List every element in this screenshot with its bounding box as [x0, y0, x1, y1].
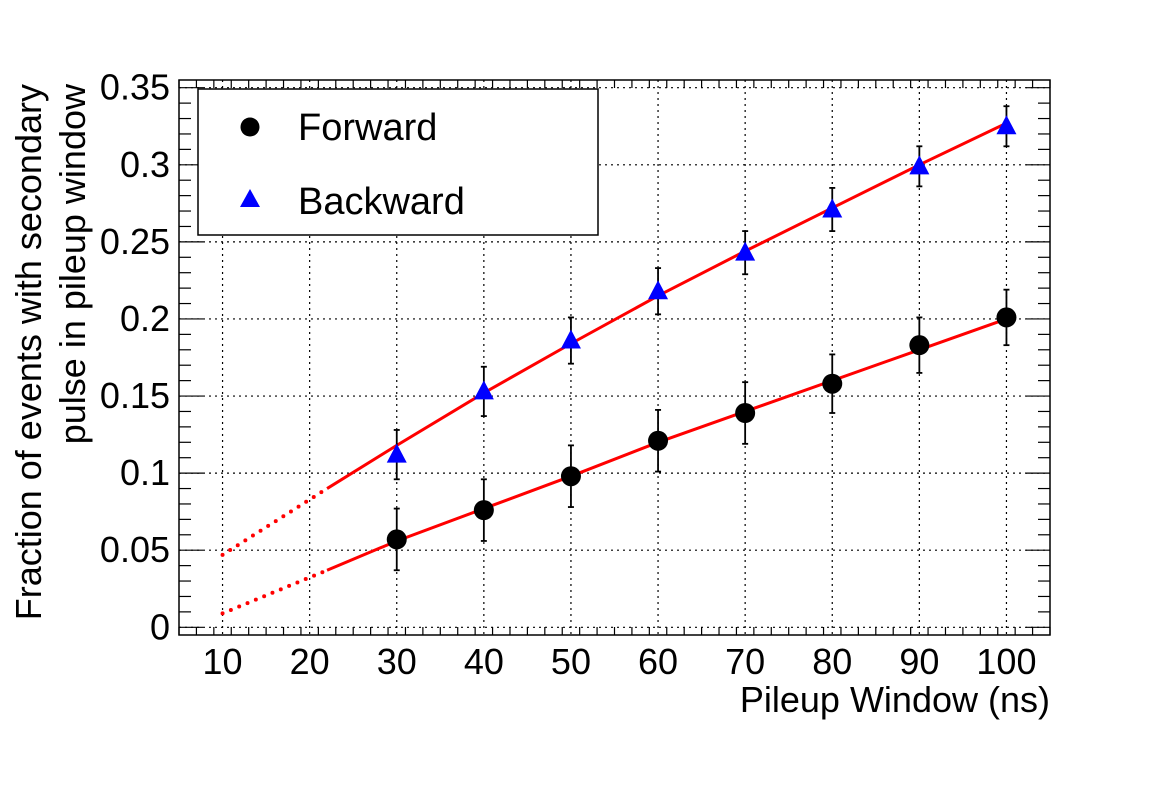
- fit-extrapolation: [220, 486, 330, 557]
- y-tick-label: 0.15: [100, 375, 170, 416]
- y-tick-label: 0.35: [100, 67, 170, 108]
- forward-point: [386, 529, 407, 550]
- legend-forward-label: Forward: [298, 107, 437, 149]
- forward-point: [560, 466, 581, 487]
- forward-point: [909, 335, 930, 356]
- legend-forward-marker: [240, 117, 260, 137]
- forward-point: [473, 500, 494, 521]
- x-tick-label: 40: [464, 641, 504, 682]
- x-tick-label: 50: [551, 641, 591, 682]
- legend-box: [197, 88, 599, 236]
- fit-extrapolation: [220, 568, 330, 616]
- backward-point: [909, 155, 930, 175]
- x-tick-label: 60: [638, 641, 678, 682]
- data-points: [386, 105, 1017, 572]
- y-tick-label: 0.05: [100, 529, 170, 570]
- x-tick-label: 70: [725, 641, 765, 682]
- y-tick-label: 0.3: [120, 144, 170, 185]
- x-tick-label: 30: [377, 641, 417, 682]
- y-tick-label: 0.25: [100, 221, 170, 262]
- forward-point: [996, 307, 1017, 328]
- backward-point: [560, 329, 581, 349]
- forward-point: [648, 430, 669, 451]
- x-tick-label: 20: [290, 641, 330, 682]
- x-tick-label: 10: [203, 641, 243, 682]
- y-axis-label-line2: pulse in pileup window: [52, 83, 93, 444]
- backward-point: [648, 280, 669, 300]
- x-tick-label: 90: [899, 641, 939, 682]
- backward-point: [386, 443, 407, 463]
- backward-point: [735, 241, 756, 261]
- axes: 10 20 30 40 50 60 70 80 90 100 0 0.05 0.1 0.15 0.2 0.25…: [100, 67, 1051, 682]
- x-axis-label: Pileup Window (ns): [740, 679, 1050, 720]
- y-tick-label: 0.2: [120, 298, 170, 339]
- forward-point: [735, 403, 756, 423]
- legend: Forward Backward: [197, 88, 599, 236]
- legend-backward-label: Backward: [298, 181, 465, 223]
- x-tick-label: 80: [812, 641, 852, 682]
- backward-point: [473, 380, 494, 400]
- y-axis-label-line1: Fraction of events with secondary: [8, 84, 49, 620]
- backward-point: [996, 115, 1017, 135]
- y-tick-label: 0.1: [120, 452, 170, 493]
- legend-backward-marker: [240, 189, 260, 207]
- forward-point: [822, 373, 843, 394]
- x-tick-label: 100: [976, 641, 1036, 682]
- y-tick-label: 0: [150, 606, 170, 647]
- backward-point: [822, 198, 843, 218]
